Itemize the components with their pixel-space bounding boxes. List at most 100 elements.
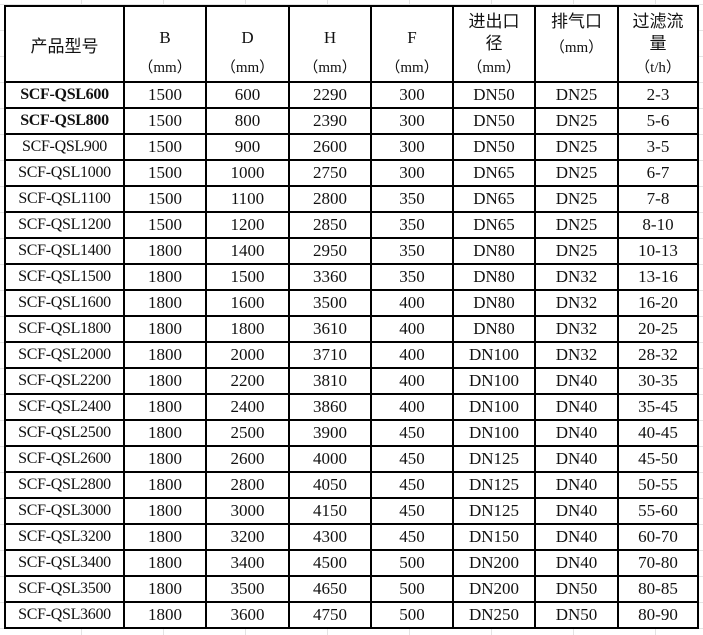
cell-vent: DN25	[534, 237, 619, 265]
table-row: SCF-QSL3200 1800 3200 4300 450 DN150 DN40 60-70	[4, 523, 699, 551]
cell-flow-rate: 10-13	[617, 237, 699, 265]
cell-inlet-outlet: DN250	[452, 601, 536, 629]
cell-f: 300	[370, 159, 454, 187]
table-row: SCF-QSL1600 1800 1600 3500 400 DN80 DN32 16-20	[4, 289, 699, 317]
table-row: SCF-QSL3500 1800 3500 4650 500 DN200 DN50 80-85	[4, 575, 699, 603]
cell-model: SCF-QSL900	[4, 133, 125, 161]
table-row: SCF-QSL800 1500 800 2390 300 DN50 DN25 5-6	[4, 107, 699, 135]
cell-b: 1800	[123, 419, 207, 447]
cell-f: 400	[370, 315, 454, 343]
cell-f: 450	[370, 471, 454, 499]
header-unit: （mm）	[303, 60, 357, 76]
cell-h: 4650	[288, 575, 372, 603]
cell-vent: DN32	[534, 263, 619, 291]
cell-f: 400	[370, 341, 454, 369]
cell-h: 4300	[288, 523, 372, 551]
cell-f: 450	[370, 497, 454, 525]
cell-f: 400	[370, 367, 454, 395]
header-label: 进出口径	[468, 12, 520, 53]
cell-inlet-outlet: DN200	[452, 575, 536, 603]
table-row: SCF-QSL2500 1800 2500 3900 450 DN100 DN40 40-45	[4, 419, 699, 447]
cell-inlet-outlet: DN100	[452, 419, 536, 447]
cell-b: 1800	[123, 289, 207, 317]
cell-b: 1800	[123, 601, 207, 629]
cell-f: 300	[370, 107, 454, 135]
cell-b: 1800	[123, 393, 207, 421]
header-unit: （mm）	[220, 60, 275, 76]
cell-inlet-outlet: DN200	[452, 549, 536, 577]
cell-f: 350	[370, 211, 454, 239]
table-row: SCF-QSL3400 1800 3400 4500 500 DN200 DN40 70-80	[4, 549, 699, 577]
cell-model: SCF-QSL600	[4, 81, 125, 109]
cell-d: 3000	[205, 497, 290, 525]
cell-h: 4150	[288, 497, 372, 525]
header-h: H （mm）	[288, 5, 372, 83]
cell-inlet-outlet: DN80	[452, 237, 536, 265]
cell-vent: DN25	[534, 185, 619, 213]
cell-flow-rate: 80-85	[617, 575, 699, 603]
table-row: SCF-QSL1100 1500 1100 2800 350 DN65 DN25 7-8	[4, 185, 699, 213]
cell-f: 400	[370, 393, 454, 421]
cell-f: 350	[370, 263, 454, 291]
cell-inlet-outlet: DN65	[452, 159, 536, 187]
header-unit: （t/h）	[635, 60, 681, 76]
cell-model: SCF-QSL1000	[4, 159, 125, 187]
cell-d: 900	[205, 133, 290, 161]
cell-vent: DN40	[534, 393, 619, 421]
cell-flow-rate: 70-80	[617, 549, 699, 577]
cell-vent: DN40	[534, 367, 619, 395]
cell-d: 1500	[205, 263, 290, 291]
header-d: D （mm）	[205, 5, 290, 83]
cell-d: 2500	[205, 419, 290, 447]
cell-b: 1500	[123, 159, 207, 187]
cell-b: 1800	[123, 575, 207, 603]
header-b: B （mm）	[123, 5, 207, 83]
cell-model: SCF-QSL800	[4, 107, 125, 135]
cell-h: 2390	[288, 107, 372, 135]
spec-table: 产品型号 B （mm） D （mm） H （mm） F （mm） 进出口径 （mm） 排气口 （mm） 过…	[4, 5, 699, 629]
cell-flow-rate: 20-25	[617, 315, 699, 343]
cell-b: 1800	[123, 497, 207, 525]
cell-b: 1800	[123, 471, 207, 499]
cell-model: SCF-QSL2800	[4, 471, 125, 499]
cell-d: 3600	[205, 601, 290, 629]
cell-vent: DN40	[534, 471, 619, 499]
cell-vent: DN25	[534, 107, 619, 135]
cell-vent: DN32	[534, 341, 619, 369]
cell-f: 300	[370, 133, 454, 161]
cell-model: SCF-QSL1600	[4, 289, 125, 317]
cell-h: 3900	[288, 419, 372, 447]
cell-flow-rate: 45-50	[617, 445, 699, 473]
cell-flow-rate: 80-90	[617, 601, 699, 629]
cell-model: SCF-QSL2000	[4, 341, 125, 369]
cell-vent: DN25	[534, 159, 619, 187]
cell-inlet-outlet: DN150	[452, 523, 536, 551]
cell-inlet-outlet: DN100	[452, 393, 536, 421]
cell-vent: DN40	[534, 445, 619, 473]
cell-b: 1500	[123, 133, 207, 161]
table-row: SCF-QSL1800 1800 1800 3610 400 DN80 DN32 20-25	[4, 315, 699, 343]
cell-d: 1400	[205, 237, 290, 265]
table-row: SCF-QSL1400 1800 1400 2950 350 DN80 DN25 10-13	[4, 237, 699, 265]
header-flow-rate: 过滤流量 （t/h）	[617, 5, 699, 83]
table-row: SCF-QSL3600 1800 3600 4750 500 DN250 DN50 80-90	[4, 601, 699, 629]
header-label: 排气口	[551, 12, 602, 31]
cell-model: SCF-QSL2600	[4, 445, 125, 473]
cell-b: 1800	[123, 445, 207, 473]
cell-model: SCF-QSL2200	[4, 367, 125, 395]
cell-d: 1100	[205, 185, 290, 213]
cell-h: 4000	[288, 445, 372, 473]
cell-flow-rate: 6-7	[617, 159, 699, 187]
cell-flow-rate: 60-70	[617, 523, 699, 551]
cell-b: 1500	[123, 211, 207, 239]
table-row: SCF-QSL600 1500 600 2290 300 DN50 DN25 2-3	[4, 81, 699, 109]
cell-vent: DN50	[534, 575, 619, 603]
cell-h: 2950	[288, 237, 372, 265]
cell-flow-rate: 30-35	[617, 367, 699, 395]
table-row: SCF-QSL2800 1800 2800 4050 450 DN125 DN40 50-55	[4, 471, 699, 499]
cell-d: 2200	[205, 367, 290, 395]
cell-vent: DN25	[534, 133, 619, 161]
cell-f: 450	[370, 445, 454, 473]
cell-model: SCF-QSL1200	[4, 211, 125, 239]
table-row: SCF-QSL1000 1500 1000 2750 300 DN65 DN25 6-7	[4, 159, 699, 187]
